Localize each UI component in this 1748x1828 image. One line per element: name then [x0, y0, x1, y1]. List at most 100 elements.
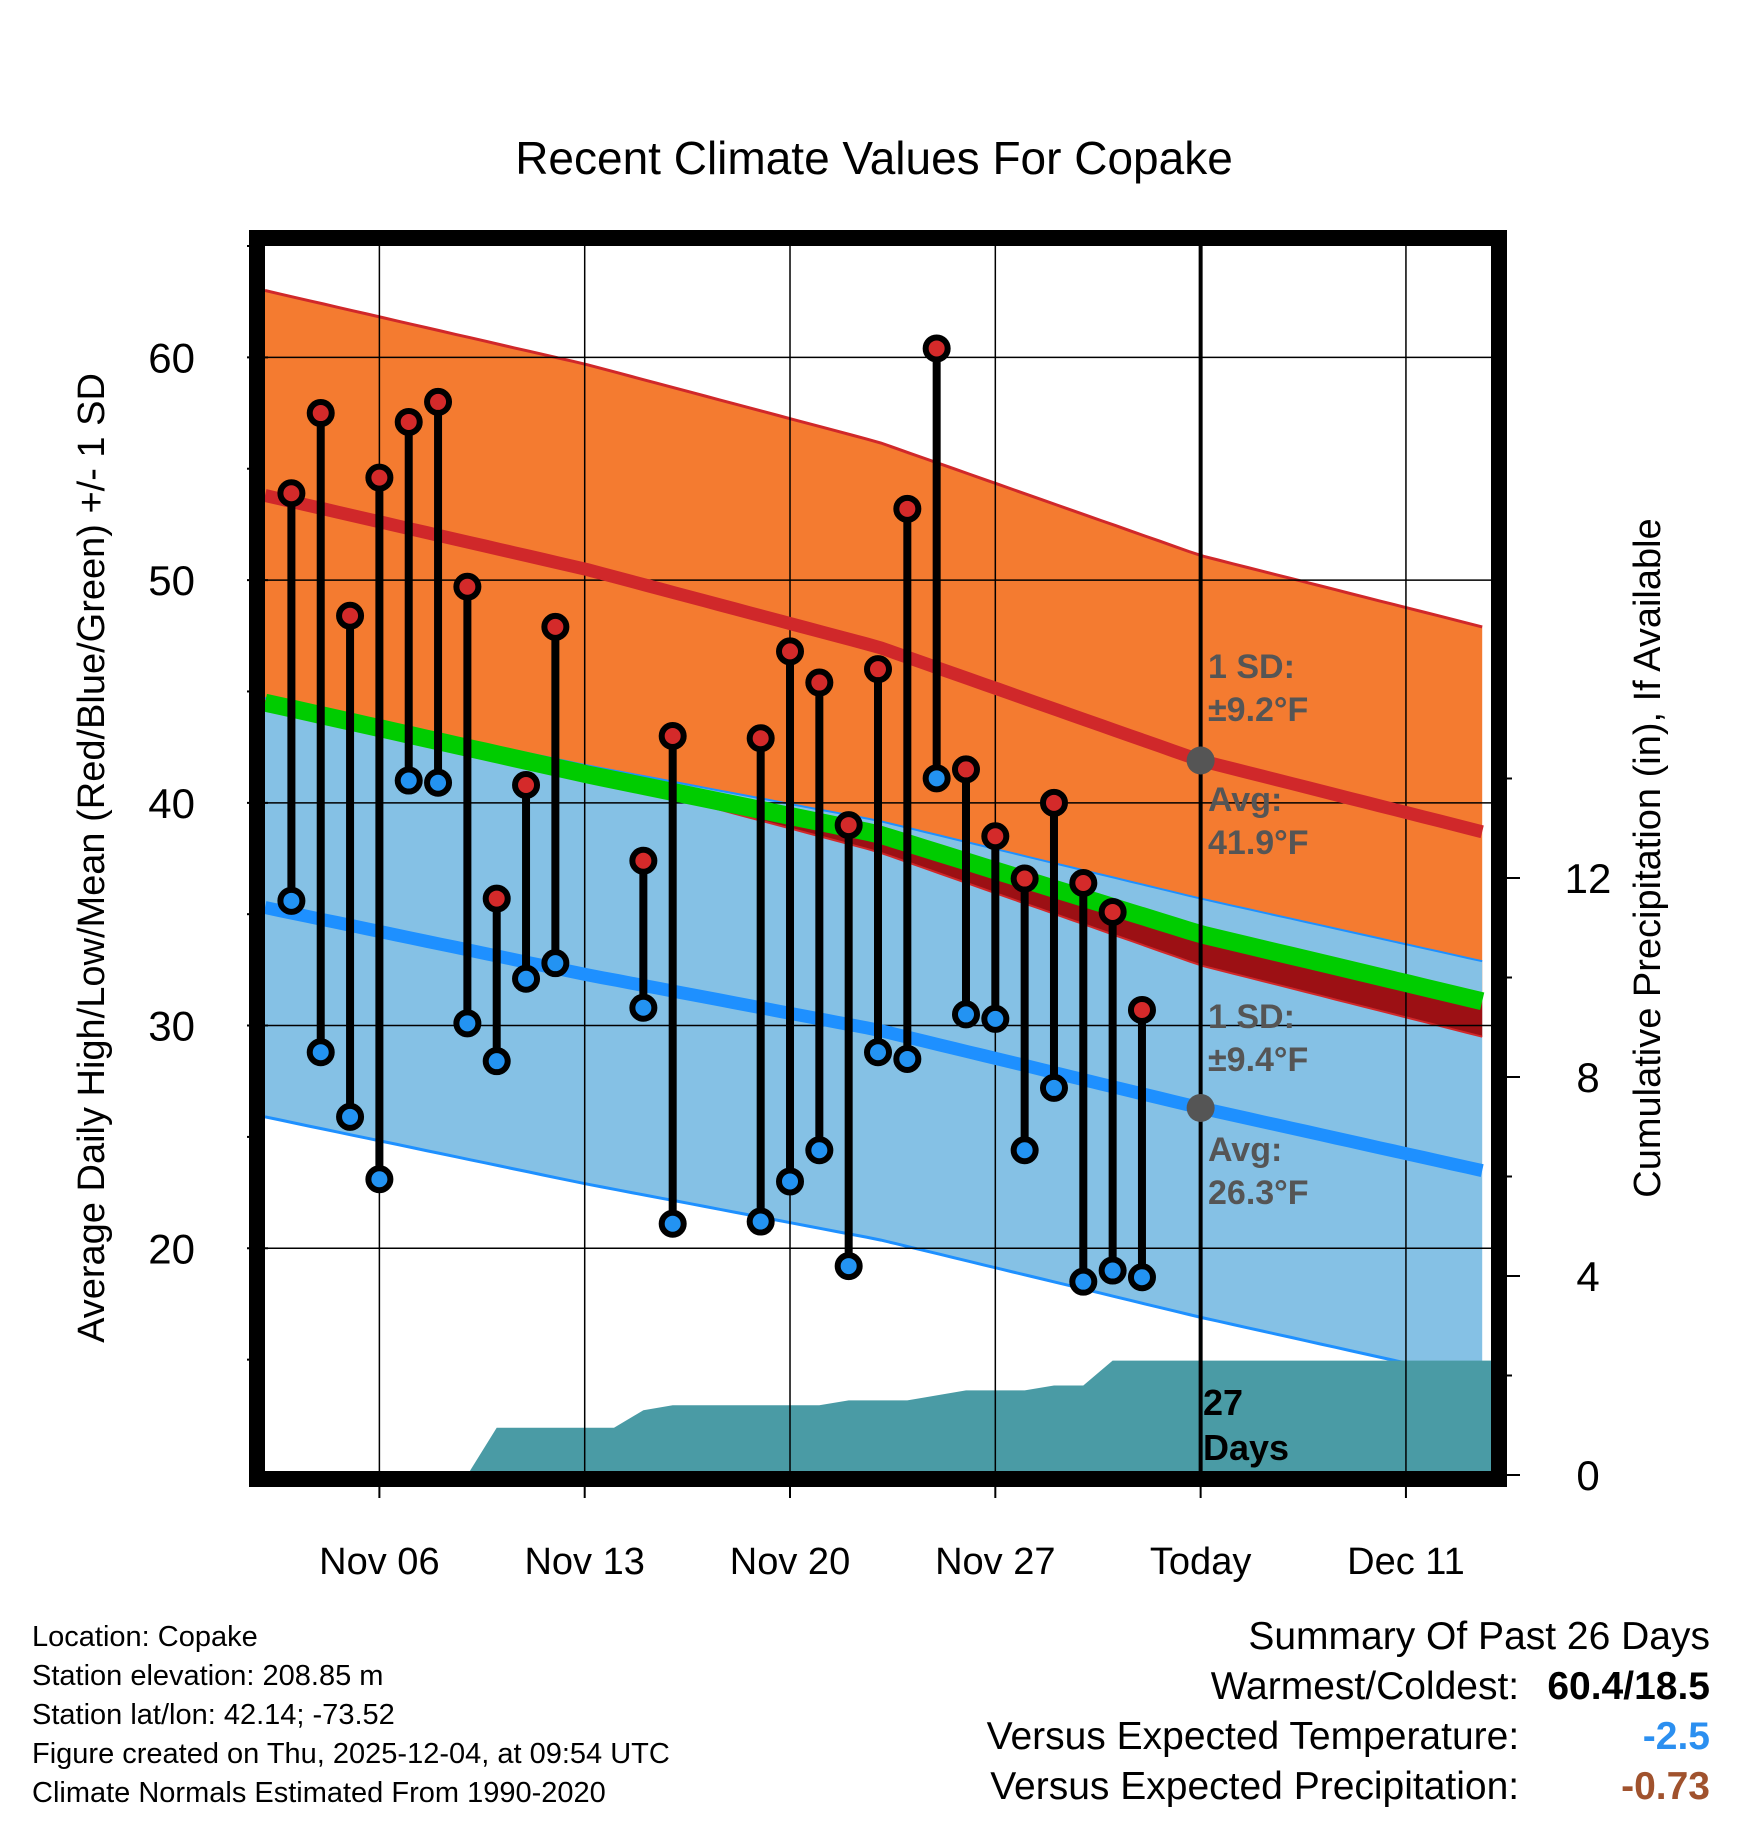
- daily-high-point: [776, 637, 805, 666]
- high-low-overlap-band: [265, 700, 1483, 1037]
- precip-value: -0.73: [1621, 1765, 1710, 1808]
- daily-high-point: [512, 771, 541, 799]
- y-axis-label: Average Daily High/Low/Mean (Red/Blue/Gr…: [71, 373, 113, 1343]
- daily-high-point: [394, 407, 423, 436]
- daily-high-point: [893, 494, 922, 523]
- daily-high-point: [365, 463, 394, 492]
- x-tick-label: Nov 20: [730, 1541, 850, 1583]
- daily-low-point: [424, 768, 453, 797]
- location-text: Location: Copake: [32, 1621, 258, 1653]
- elevation-text: Station elevation: 208.85 m: [32, 1660, 384, 1692]
- y-tick-label: 50: [148, 557, 195, 604]
- chart-title: Recent Climate Values For Copake: [515, 132, 1233, 184]
- daily-high-point: [922, 334, 951, 363]
- daily-high-point: [805, 668, 834, 697]
- daily-low-point: [277, 886, 306, 915]
- daily-low-point: [746, 1207, 775, 1236]
- daily-high-point: [629, 846, 658, 875]
- today-high-avg-marker: [1186, 746, 1215, 775]
- daily-low-point: [922, 764, 951, 793]
- y-tick-label: 30: [148, 1003, 195, 1050]
- daily-high-point: [1010, 864, 1039, 893]
- high-avg-value: 41.9°F: [1208, 824, 1309, 862]
- daily-low-point: [365, 1165, 394, 1194]
- daily-high-point: [482, 884, 511, 913]
- station-info: Location: Copake Station elevation: 208.…: [32, 1618, 670, 1813]
- daily-low-point: [306, 1038, 335, 1067]
- daily-low-point: [512, 964, 541, 993]
- daily-low-point: [629, 993, 658, 1022]
- warmest-coldest-value: 60.4/18.5: [1547, 1665, 1710, 1708]
- daily-low-point: [1069, 1267, 1098, 1296]
- normals-text: Climate Normals Estimated From 1990-2020: [32, 1777, 606, 1809]
- latlon-text: Station lat/lon: 42.14; -73.52: [32, 1699, 395, 1731]
- y2-tick-label: 8: [1576, 1054, 1599, 1101]
- daily-high-point: [1098, 897, 1127, 926]
- daily-high-point: [864, 655, 892, 684]
- daily-high-point: [336, 601, 365, 630]
- y2-tick-label: 12: [1565, 855, 1612, 902]
- daily-low-point: [1127, 1263, 1156, 1292]
- daily-low-point: [482, 1047, 511, 1076]
- daily-low-point: [893, 1044, 922, 1073]
- climate-chart: Recent Climate Values For Copake 2030405…: [71, 132, 1669, 1583]
- daily-high-point: [1039, 788, 1068, 817]
- daily-high-point: [981, 822, 1010, 851]
- daily-low-point: [336, 1102, 365, 1131]
- daily-low-point: [453, 1009, 482, 1038]
- low-sd-value: ±9.4°F: [1208, 1041, 1308, 1079]
- daily-low-point: [981, 1004, 1010, 1033]
- x-tick-label: Nov 06: [319, 1541, 439, 1583]
- cumulative-precip-area: [469, 1360, 1491, 1471]
- summary-panel: Summary Of Past 26 Days Warmest/Coldest:…: [987, 1612, 1710, 1812]
- daily-high-point: [951, 755, 980, 784]
- high-upper-sd-line: [265, 289, 1483, 629]
- today-low-avg-marker: [1186, 1093, 1215, 1122]
- daily-high-point: [1069, 869, 1098, 897]
- y-tick-label: 20: [148, 1225, 195, 1272]
- high-avg-line: [265, 489, 1484, 839]
- daily-high-point: [277, 479, 306, 508]
- daily-low-point: [541, 949, 570, 978]
- days-word: Days: [1203, 1427, 1289, 1468]
- daily-high-point: [424, 387, 453, 416]
- daily-low-point: [1010, 1136, 1039, 1165]
- daily-low-point: [805, 1136, 834, 1165]
- x-tick-label: Today: [1150, 1541, 1251, 1583]
- low-avg-label: Avg:: [1208, 1131, 1282, 1169]
- daily-low-point: [1039, 1073, 1068, 1102]
- x-tick-label: Nov 13: [524, 1541, 644, 1583]
- x-tick-label: Dec 11: [1347, 1541, 1465, 1583]
- daily-low-point: [864, 1038, 892, 1067]
- high-sd-label: 1 SD:: [1208, 648, 1295, 686]
- daily-low-point: [776, 1167, 805, 1196]
- low-lower-sd-line: [265, 1115, 1483, 1382]
- daily-high-point: [834, 811, 863, 840]
- plot-frame: [249, 230, 1507, 1487]
- warmest-coldest-label: Warmest/Coldest:: [1210, 1665, 1520, 1708]
- daily-high-point: [658, 722, 687, 750]
- daily-high-point: [746, 724, 775, 753]
- summary-title: Summary Of Past 26 Days: [1248, 1615, 1710, 1658]
- temp-row: Versus Expected Temperature: -2.5: [987, 1712, 1710, 1762]
- high-sd-value: ±9.2°F: [1208, 691, 1308, 729]
- daily-low-point: [1098, 1256, 1127, 1285]
- y2-axis-label: Cumulative Precipitation (in), If Availa…: [1627, 518, 1669, 1197]
- low-sd-label: 1 SD:: [1208, 998, 1295, 1036]
- daily-low-point: [951, 1000, 980, 1029]
- warmest-coldest-row: Warmest/Coldest: 60.4/18.5: [987, 1662, 1710, 1712]
- y-tick-label: 60: [148, 334, 195, 381]
- daily-low-point: [834, 1252, 863, 1281]
- daily-high-point: [453, 572, 482, 601]
- y2-tick-label: 0: [1576, 1452, 1599, 1499]
- daily-low-point: [394, 766, 423, 795]
- precip-row: Versus Expected Precipitation: -0.73: [987, 1762, 1710, 1812]
- precip-label: Versus Expected Precipitation:: [990, 1765, 1520, 1808]
- low-avg-value: 26.3°F: [1208, 1174, 1309, 1212]
- daily-low-point: [658, 1209, 687, 1238]
- temp-value: -2.5: [1642, 1715, 1710, 1758]
- x-tick-label: Nov 27: [935, 1541, 1055, 1583]
- created-text: Figure created on Thu, 2025-12-04, at 09…: [32, 1738, 670, 1770]
- temp-label: Versus Expected Temperature:: [986, 1715, 1520, 1758]
- daily-high-point: [541, 612, 570, 641]
